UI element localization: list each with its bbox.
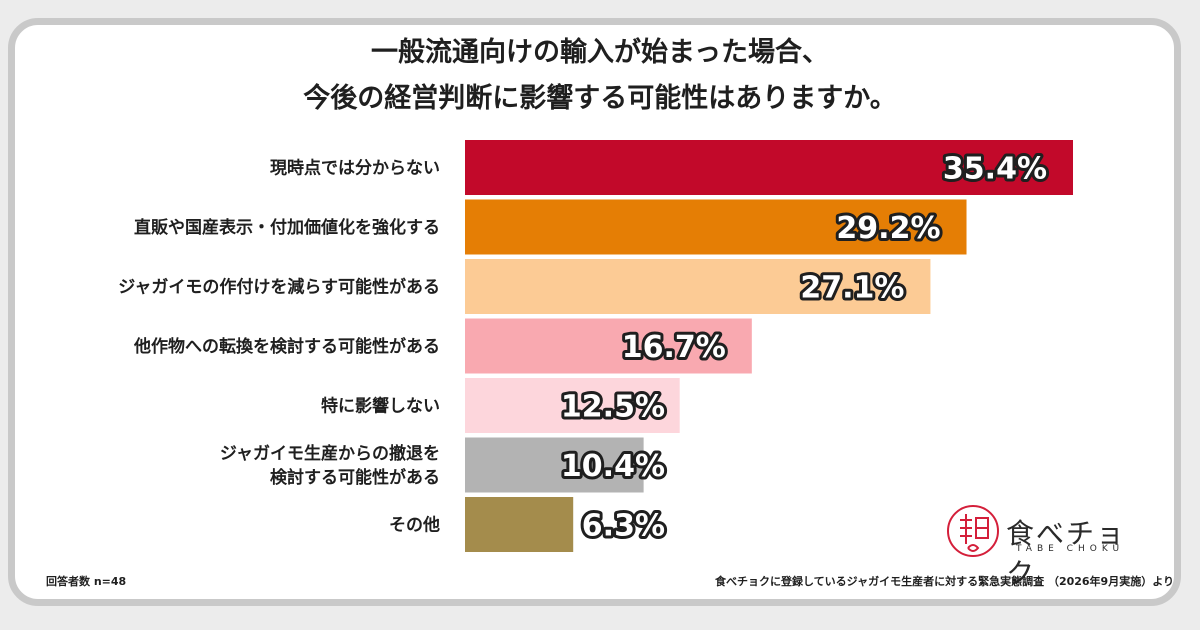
tabechoku-logo: 食べチョク TABE CHOKU — [946, 504, 1146, 590]
bar-2 — [465, 259, 931, 314]
category-label-5: ジャガイモ生産からの撤退を検討する可能性がある — [220, 443, 440, 488]
bar-4 — [465, 378, 680, 433]
value-label-1: 29.2% — [836, 211, 940, 246]
title-highlight: 一般流通向けの輸入が始まった場合、 — [361, 30, 843, 76]
value-label-0: 35.4% — [943, 152, 1047, 187]
title-line-1: 一般流通向けの輸入が始まった場合、 — [371, 37, 829, 68]
category-label-1: 直販や国産表示・付加価値化を強化する — [134, 217, 440, 238]
bar-3 — [465, 318, 752, 374]
category-label-2: ジャガイモの作付けを減らす可能性がある — [118, 277, 440, 298]
value-label-6: 6.3% — [582, 509, 665, 544]
logo-mark-icon — [947, 505, 999, 557]
category-label-6: その他 — [389, 515, 440, 536]
value-label-2: 27.1% — [800, 271, 904, 306]
category-label-3: 他作物への転換を検討する可能性がある — [133, 336, 440, 357]
chart-title: 一般流通向けの輸入が始まった場合、 今後の経営判断に影響する可能性はありますか。 — [0, 30, 1200, 122]
value-label-4: 12.5% — [561, 390, 665, 425]
bar-5 — [465, 437, 644, 493]
bar-0 — [465, 140, 1073, 195]
value-label-3: 16.7% — [622, 330, 726, 365]
category-label-0: 現時点では分からない — [270, 158, 440, 179]
logo-subtitle: TABE CHOKU — [1016, 544, 1125, 554]
respondent-count: 回答者数 n=48 — [46, 575, 127, 588]
source-note: 食べチョクに登録しているジャガイモ生産者に対する緊急実態調査 （2026年9月実… — [715, 575, 1174, 588]
title-line-2: 今後の経営判断に影響する可能性はありますか。 — [303, 83, 897, 114]
bar-1 — [465, 199, 967, 255]
logo-name: 食べチョク — [1006, 517, 1127, 590]
bar-6 — [465, 497, 574, 552]
category-label-4: 特に影響しない — [321, 396, 440, 417]
value-label-5: 10.4% — [561, 449, 665, 484]
